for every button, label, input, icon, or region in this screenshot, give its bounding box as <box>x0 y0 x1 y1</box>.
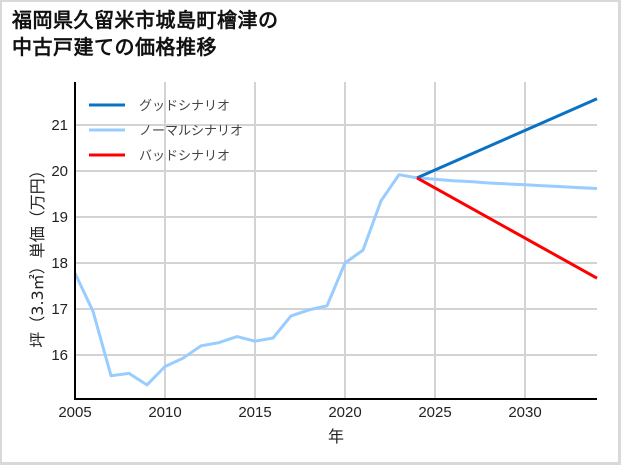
y-tick-label: 19 <box>51 209 68 226</box>
legend-label: グッドシナリオ <box>139 99 230 114</box>
series-line <box>73 173 598 387</box>
x-tick-label: 2020 <box>328 404 361 421</box>
chart-title: 福岡県久留米市城島町檜津の 中古戸建ての価格推移 <box>12 7 279 61</box>
legend-label: ノーマルシナリオ <box>139 124 243 139</box>
x-tick-labels: 2005 2010 2015 2020 2025 2030 <box>58 404 541 421</box>
y-tick-label: 18 <box>51 255 68 272</box>
x-axis-label: 年 <box>328 427 344 446</box>
x-tick-label: 2010 <box>148 404 181 421</box>
x-tick-label: 2030 <box>508 404 541 421</box>
y-axis-label: 坪（3.3㎡）単価（万円） <box>28 162 47 347</box>
y-tick-label: 16 <box>51 347 68 364</box>
data-series <box>73 97 598 387</box>
axes <box>74 82 597 400</box>
legend-label: バッドシナリオ <box>139 149 230 164</box>
chart-title-line-1: 福岡県久留米市城島町檜津の <box>12 8 279 32</box>
x-tick-label: 2025 <box>418 404 451 421</box>
y-tick-label: 21 <box>51 117 68 134</box>
x-tick-label: 2015 <box>238 404 271 421</box>
series-line <box>416 176 598 280</box>
y-tick-labels: 16 17 18 19 20 21 <box>51 117 68 364</box>
grid-lines <box>75 82 597 399</box>
y-tick-label: 17 <box>51 301 68 318</box>
series-line <box>416 97 598 180</box>
y-tick-label: 20 <box>51 163 68 180</box>
chart-title-line-2: 中古戸建ての価格推移 <box>12 35 217 59</box>
x-tick-label: 2005 <box>58 404 91 421</box>
